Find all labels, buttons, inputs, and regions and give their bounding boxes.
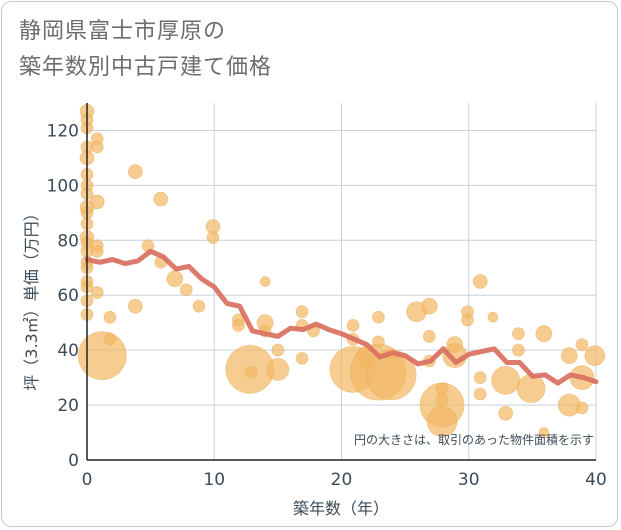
- trend-series: [84, 248, 599, 386]
- bubble-point: [511, 343, 525, 357]
- grid-lines: [87, 103, 597, 460]
- bubble-point: [244, 365, 258, 379]
- bubble-point: [103, 332, 117, 346]
- bubble-point: [473, 387, 487, 401]
- bubble-point: [535, 325, 553, 343]
- bubble-point: [498, 405, 514, 421]
- x-tick-label: 30: [458, 470, 480, 490]
- y-tick-label: 120: [47, 121, 79, 141]
- bubble-point: [271, 343, 285, 357]
- y-tick-label: 100: [47, 176, 79, 196]
- y-tick-label: 80: [57, 231, 79, 251]
- bubble-point: [575, 338, 589, 352]
- bubble-point: [435, 393, 449, 406]
- bubble-point: [232, 319, 245, 332]
- y-tick-label: 40: [57, 341, 79, 361]
- x-tick-label: 40: [585, 470, 607, 490]
- bubble-point: [584, 345, 606, 367]
- bubble-point: [435, 382, 449, 396]
- bubble-point: [420, 297, 438, 315]
- title-line-2: 築年数別中古戸建て価格: [19, 55, 273, 80]
- bubble-point: [491, 365, 521, 395]
- y-tick-label: 20: [57, 396, 79, 416]
- bubble-point: [266, 357, 290, 381]
- axes: 0 20 40 60 80 100 120 0 10 20 30 40: [47, 103, 607, 490]
- bubble-point: [426, 406, 458, 437]
- bubble-point: [422, 330, 436, 343]
- bubble-point: [127, 298, 143, 314]
- bubble-series: [77, 103, 606, 438]
- bubble-point: [372, 310, 385, 324]
- bubble-point: [89, 194, 105, 210]
- x-tick-label: 10: [203, 470, 225, 490]
- bubble-point: [192, 299, 206, 313]
- y-axis-label: 坪（3.3㎡）単価（万円）: [22, 205, 41, 390]
- bubble-point: [259, 276, 271, 287]
- bubble-point: [90, 140, 104, 154]
- bubble-point: [127, 164, 143, 180]
- bubble-point: [516, 374, 546, 404]
- bubble-point: [473, 371, 487, 385]
- bubble-point: [103, 310, 117, 324]
- bubble-point: [346, 319, 360, 332]
- y-tick-label: 0: [68, 451, 79, 471]
- bubble-point: [206, 231, 220, 244]
- bubble-point: [90, 286, 104, 299]
- y-tick-label: 60: [57, 286, 79, 306]
- bubble-point: [295, 351, 309, 365]
- bubble-point: [575, 401, 589, 415]
- bubble-point: [487, 311, 499, 323]
- chart-title: 静岡県富士市厚原の 築年数別中古戸建て価格: [19, 14, 272, 86]
- x-tick-label: 20: [331, 470, 353, 490]
- bubble-point: [560, 347, 578, 365]
- size-annotation: 円の大きさは、取引のあった物件面積を示す: [354, 432, 594, 447]
- bubble-point: [179, 283, 193, 297]
- x-tick-label: 0: [82, 470, 93, 490]
- title-line-1: 静岡県富士市厚原の: [19, 19, 227, 44]
- bubble-point: [90, 244, 104, 258]
- bubble-point: [511, 327, 525, 341]
- bubble-point: [538, 427, 550, 438]
- bubble-point: [77, 331, 127, 381]
- bubble-point: [166, 270, 184, 288]
- bubble-point: [295, 305, 309, 319]
- trend-line: [84, 248, 599, 386]
- x-axis-label: 築年数（年）: [293, 499, 389, 518]
- bubble-point: [461, 313, 474, 327]
- bubble-point: [472, 274, 488, 289]
- bubble-point: [153, 191, 169, 207]
